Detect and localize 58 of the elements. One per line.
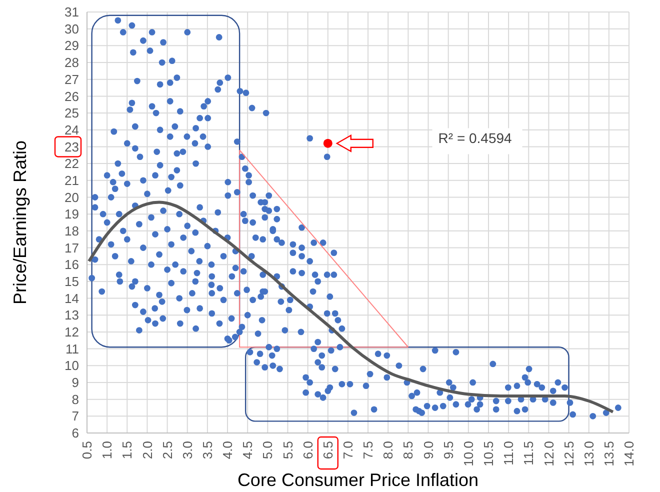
y-tick-label: 19	[64, 206, 79, 222]
y-tick-label: 12	[64, 324, 79, 340]
y-tick-label: 9	[72, 375, 79, 390]
x-tick-label: 8.5	[400, 441, 416, 460]
y-tick-label: 24	[64, 122, 79, 138]
x-axis-title: Core Consumer Price Inflation	[237, 470, 479, 490]
y-tick-label: 31	[64, 4, 79, 20]
y-tick-label: 21	[64, 172, 79, 188]
x-tick-label: 1.0	[100, 441, 115, 460]
y-tick-label: 13	[64, 308, 79, 323]
x-tick-label: 11.0	[501, 441, 516, 466]
x-tick-label: 6.5	[320, 441, 336, 460]
x-tick-label: 0.5	[80, 441, 95, 460]
x-tick-label: 9.0	[420, 441, 436, 460]
x-tick-label: 4.5	[240, 441, 256, 460]
x-tick-label: 6.0	[300, 441, 316, 460]
x-tick-label: 13.0	[581, 441, 596, 466]
y-tick-label: 23	[64, 139, 79, 154]
x-tick-label: 1.5	[120, 441, 135, 460]
x-tick-label: 10.0	[460, 441, 476, 466]
x-tick-label: 14.0	[622, 441, 637, 466]
y-tick-label: 28	[64, 55, 79, 70]
x-tick-label: 3.5	[200, 441, 215, 460]
y-tick-label: 22	[64, 156, 79, 172]
annotation: R² = 0.4594	[438, 130, 512, 146]
x-tick-label: 7.0	[340, 441, 356, 460]
x-tick-label: 2.5	[160, 441, 175, 460]
x-tick-label: 8.0	[380, 441, 396, 460]
y-tick-label: 6	[72, 426, 79, 441]
x-tick-label: 5.5	[280, 441, 296, 460]
y-tick-label: 29	[64, 38, 79, 54]
y-tick-label: 20	[64, 190, 79, 205]
x-tick-label: 5.0	[260, 441, 276, 460]
x-tick-label: 10.5	[481, 441, 496, 466]
x-tick-label: 7.5	[360, 441, 376, 460]
y-tick-label: 16	[64, 257, 79, 272]
y-tick-label: 15	[64, 274, 79, 289]
y-tick-label: 7	[72, 408, 79, 424]
y-tick-label: 25	[64, 106, 79, 121]
y-tick-label: 30	[64, 21, 79, 36]
y-tick-label: 26	[64, 88, 79, 104]
x-tick-label: 9.5	[440, 441, 456, 460]
line-series	[88, 200, 614, 414]
y-axis-title: Price/Earnings Ratio	[10, 140, 30, 305]
x-tick-label: 3.0	[180, 441, 195, 460]
x-tick-label: 4.0	[220, 441, 236, 460]
x-tick-label: 12.0	[541, 441, 556, 466]
x-tick-label: 2.0	[140, 441, 155, 460]
y-tick-label: 17	[64, 240, 79, 256]
x-tick-label: 11.5	[521, 441, 536, 466]
y-tick-label: 18	[64, 223, 79, 238]
y-tick-label: 27	[64, 72, 79, 87]
x-tick-label: 12.5	[561, 441, 576, 466]
y-tick-label: 8	[72, 392, 79, 407]
y-tick-label: 10	[64, 358, 79, 374]
y-tick-label: 14	[64, 290, 79, 306]
y-tick-label: 11	[66, 341, 79, 356]
x-tick-label: 13.5	[601, 441, 616, 466]
